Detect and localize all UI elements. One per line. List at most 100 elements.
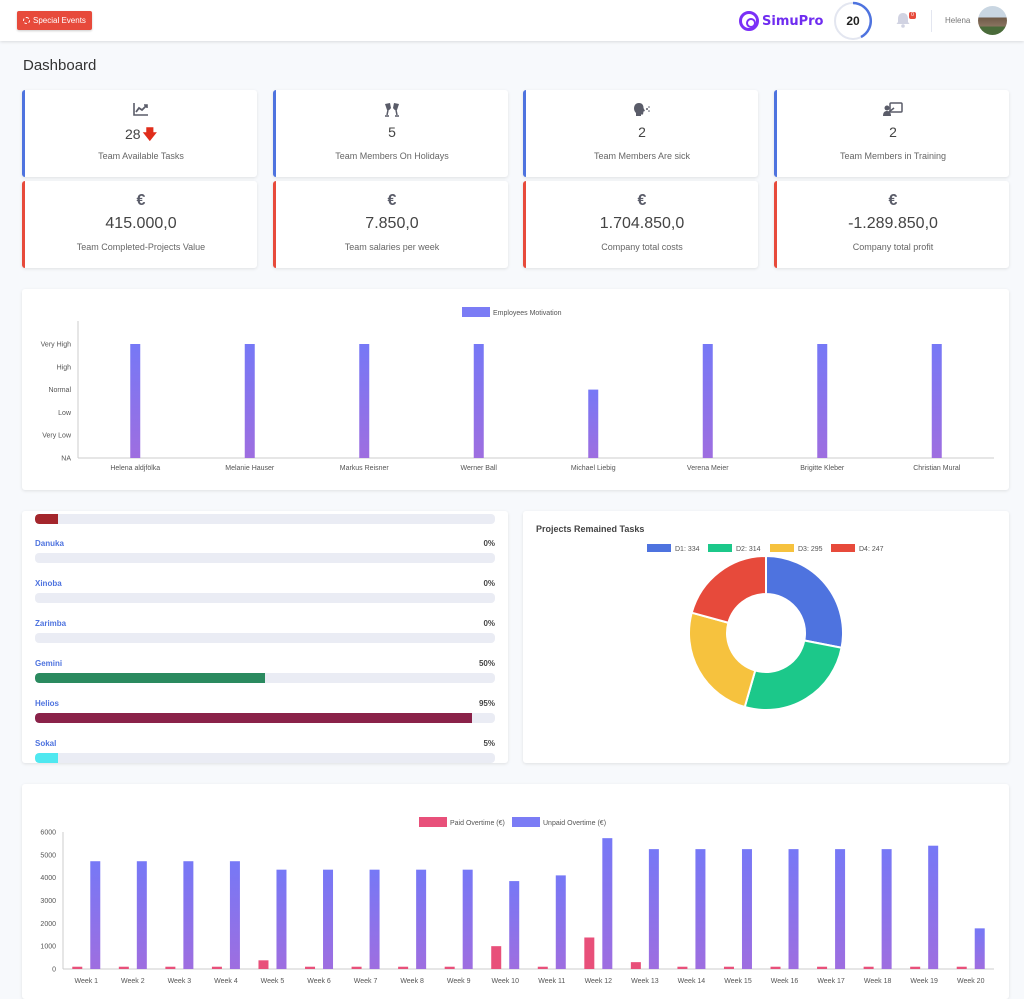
x-tick-label: Week 7	[354, 978, 378, 985]
unpaid-overtime-bar[interactable]	[555, 875, 566, 969]
x-tick-label: Verena Meier	[687, 465, 729, 472]
motivation-bar[interactable]	[359, 344, 370, 458]
paid-overtime-bar[interactable]	[630, 962, 641, 969]
project-progress-track	[35, 673, 495, 683]
motivation-bar[interactable]	[588, 389, 599, 458]
unpaid-overtime-bar[interactable]	[183, 861, 194, 969]
paid-overtime-bar[interactable]	[817, 966, 828, 969]
stat-card-available-tasks: 28 🡇 Team Available Tasks	[22, 90, 257, 177]
motivation-bar[interactable]	[702, 344, 713, 458]
paid-overtime-bar[interactable]	[118, 966, 129, 969]
legend-label: D4: 247	[859, 546, 884, 553]
paid-overtime-bar[interactable]	[305, 966, 316, 969]
paid-overtime-bar[interactable]	[537, 966, 548, 969]
motivation-bar[interactable]	[817, 344, 828, 458]
unpaid-overtime-bar[interactable]	[974, 928, 985, 969]
x-tick-label: Helena aldjfölka	[110, 465, 160, 472]
paid-overtime-bar[interactable]	[723, 966, 734, 969]
finance-label: Team salaries per week	[344, 242, 440, 252]
paid-overtime-bar[interactable]	[398, 966, 409, 969]
paid-overtime-bar[interactable]	[956, 966, 967, 969]
project-name[interactable]: Danuka	[35, 539, 64, 548]
unpaid-overtime-bar[interactable]	[416, 869, 427, 969]
x-tick-label: Week 17	[817, 978, 845, 985]
y-tick-label: 2000	[40, 921, 56, 928]
x-tick-label: Week 19	[910, 978, 938, 985]
holiday-cheers-icon	[385, 103, 399, 117]
project-row: Zarimba 0%	[35, 619, 495, 645]
unpaid-overtime-bar[interactable]	[509, 881, 520, 969]
motivation-chart-card: Employees Motivation NA Very Low Low Normal H…	[22, 289, 1009, 490]
unpaid-overtime-bar[interactable]	[276, 869, 287, 969]
legend-label: D3: 295	[798, 546, 823, 553]
euro-icon: €	[136, 192, 146, 209]
stat-card-sick: 2 Team Members Are sick	[523, 90, 758, 177]
progress-counter[interactable]: 20	[833, 1, 873, 41]
paid-overtime-bar[interactable]	[165, 966, 176, 969]
x-tick-label: Week 20	[957, 978, 985, 985]
y-tick-label: Very Low	[42, 433, 72, 440]
project-name[interactable]: Helios	[35, 699, 60, 708]
projects-tasks-chart: D1: 334 D2: 314 D3: 295 D4: 247	[647, 544, 884, 711]
paid-overtime-bar[interactable]	[258, 960, 269, 969]
page-title: Dashboard	[23, 57, 97, 74]
project-progress-track	[35, 713, 495, 723]
special-events-button[interactable]: Special Events	[17, 11, 92, 30]
unpaid-overtime-bar[interactable]	[462, 869, 473, 969]
finance-card-total-costs: € 1.704.850,0 Company total costs	[523, 181, 758, 268]
project-name[interactable]: Gemini	[35, 659, 63, 668]
y-tick-label: Low	[58, 410, 72, 417]
project-name[interactable]: Sokal	[35, 739, 57, 748]
motivation-bar[interactable]	[931, 344, 942, 458]
brand-logo[interactable]: SimuPro	[739, 10, 824, 32]
pie-slice[interactable]	[688, 611, 757, 709]
y-tick-label: 4000	[40, 875, 56, 882]
paid-overtime-bar[interactable]	[444, 966, 455, 969]
project-name[interactable]: Zarimba	[35, 619, 67, 628]
legend-label: Paid Overtime (€)	[450, 820, 505, 827]
stat-label: Team Available Tasks	[98, 151, 184, 161]
unpaid-overtime-bar[interactable]	[928, 845, 939, 969]
paid-overtime-bar[interactable]	[351, 966, 362, 969]
unpaid-overtime-bar[interactable]	[602, 838, 613, 969]
pie-slice[interactable]	[765, 554, 844, 649]
unpaid-overtime-bar[interactable]	[881, 849, 892, 969]
paid-overtime-bar[interactable]	[677, 966, 688, 969]
unpaid-overtime-bar[interactable]	[323, 869, 334, 969]
paid-overtime-bar[interactable]	[863, 966, 874, 969]
unpaid-overtime-bar[interactable]	[788, 849, 799, 969]
paid-overtime-bar[interactable]	[770, 966, 781, 969]
paid-overtime-bar[interactable]	[211, 966, 222, 969]
pie-slice[interactable]	[743, 639, 843, 711]
unpaid-overtime-bar[interactable]	[369, 869, 380, 969]
project-row: Danuka 0%	[35, 539, 495, 565]
unpaid-overtime-bar[interactable]	[229, 861, 240, 969]
unpaid-overtime-bar[interactable]	[90, 861, 101, 969]
bell-icon[interactable]	[893, 10, 913, 30]
unpaid-overtime-bar[interactable]	[648, 849, 659, 969]
paid-overtime-bar[interactable]	[491, 946, 502, 969]
unpaid-overtime-bar[interactable]	[136, 861, 147, 969]
stat-card-training: 2 Team Members in Training	[774, 90, 1009, 177]
project-progress-fill	[35, 514, 58, 524]
motivation-bar[interactable]	[473, 344, 484, 458]
x-tick-label: Week 11	[538, 978, 565, 985]
finance-value: 415.000,0	[105, 215, 177, 232]
finance-card-completed-projects: € 415.000,0 Team Completed-Projects Valu…	[22, 181, 257, 268]
project-name[interactable]: Xinoba	[35, 579, 62, 588]
legend-label: D2: 314	[736, 546, 761, 553]
project-percent: 0%	[483, 579, 495, 588]
motivation-bar[interactable]	[130, 344, 141, 458]
paid-overtime-bar[interactable]	[910, 966, 921, 969]
unpaid-overtime-bar[interactable]	[835, 849, 846, 969]
x-tick-label: Week 6	[307, 978, 331, 985]
legend-swatch	[708, 544, 732, 552]
avatar[interactable]	[978, 6, 1007, 35]
motivation-bar[interactable]	[244, 344, 255, 458]
paid-overtime-bar[interactable]	[72, 966, 83, 969]
unpaid-overtime-bar[interactable]	[741, 849, 752, 969]
pie-slice[interactable]	[690, 554, 767, 624]
paid-overtime-bar[interactable]	[584, 937, 595, 969]
user-name[interactable]: Helena	[945, 16, 971, 25]
unpaid-overtime-bar[interactable]	[695, 849, 706, 969]
